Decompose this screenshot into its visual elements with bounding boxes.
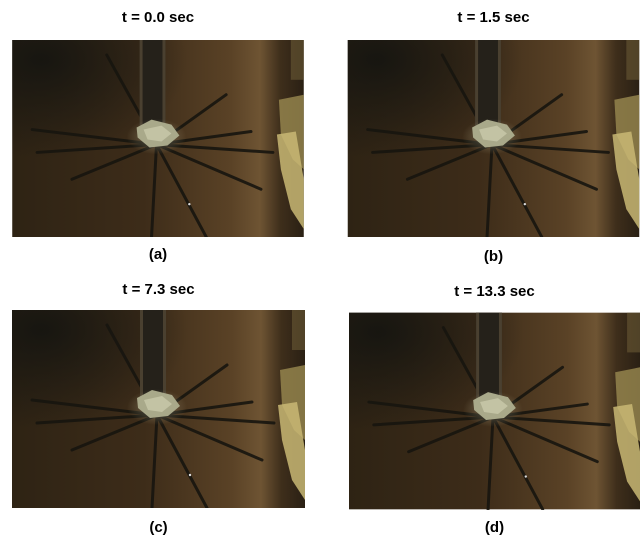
figure: t = 0.0 sec (a) t = 1.5 sec (b) t = 7.3 sec (… — [0, 0, 641, 538]
photo — [348, 40, 640, 237]
panel-title: t = 13.3 sec — [454, 283, 534, 300]
photo — [12, 40, 304, 237]
panel-label: (d) — [485, 519, 504, 536]
panel-label: (a) — [149, 246, 167, 263]
panel: t = 1.5 sec (b) — [348, 9, 640, 265]
photo — [12, 310, 305, 508]
panel: t = 0.0 sec (a) — [12, 9, 304, 263]
panel-title: t = 0.0 sec — [122, 9, 194, 26]
photo — [349, 313, 640, 510]
panel-label: (b) — [484, 248, 503, 265]
panel-title: t = 1.5 sec — [457, 9, 529, 26]
panel: t = 13.3 sec (d) — [349, 283, 640, 536]
panel-title: t = 7.3 sec — [122, 281, 194, 298]
panel-label: (c) — [149, 519, 167, 536]
panel: t = 7.3 sec (c) — [12, 281, 305, 536]
